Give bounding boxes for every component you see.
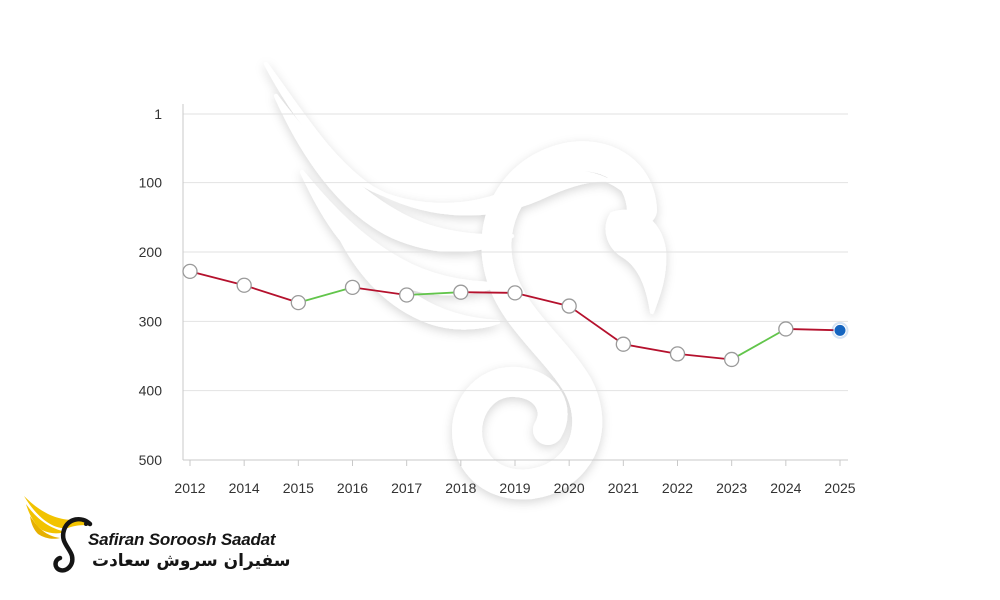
x-tick-label: 2019	[499, 480, 530, 496]
line-segment-declining	[243, 284, 300, 304]
data-point[interactable]	[399, 287, 415, 303]
x-tick-label: 2023	[716, 480, 747, 496]
line-segment-improving	[297, 286, 354, 304]
line-segment-declining	[784, 328, 841, 332]
grid-lines	[183, 113, 848, 392]
y-tick-label: 100	[139, 175, 163, 191]
company-logo: Safiran Soroosh Saadat سفیران سروش سعادت	[22, 494, 292, 576]
line-segment-declining	[514, 291, 571, 307]
line-segment-improving	[405, 291, 462, 296]
x-tick-label: 2015	[283, 480, 314, 496]
data-point[interactable]	[669, 346, 686, 362]
data-point[interactable]	[453, 284, 469, 300]
y-tick-label: 300	[139, 313, 163, 329]
line-segment-declining	[622, 343, 679, 355]
data-points	[182, 263, 849, 368]
line-segment-declining	[351, 286, 408, 296]
y-axis-ticks: 1 100 200 300 400 500	[139, 106, 163, 468]
x-tick-label: 2016	[337, 480, 368, 496]
x-axis-ticks: 2012 2014 2015 2016 2017 2018 2019 2020 2021 2022…	[174, 460, 856, 496]
y-tick-label: 500	[139, 452, 163, 468]
data-point[interactable]	[290, 294, 306, 311]
y-tick-label: 1	[154, 106, 162, 122]
data-point[interactable]	[615, 336, 631, 352]
x-tick-label: 2012	[174, 480, 205, 496]
data-point[interactable]	[507, 285, 523, 301]
x-tick-label: 2022	[662, 480, 693, 496]
data-point[interactable]	[724, 351, 740, 368]
line-segment-declining	[676, 353, 733, 361]
data-point[interactable]	[236, 277, 252, 293]
x-tick-label: 2018	[445, 480, 476, 496]
x-tick-label: 2021	[608, 480, 639, 496]
logo-text-english: Safiran Soroosh Saadat	[88, 530, 276, 549]
line-segment-declining	[189, 270, 246, 287]
data-point[interactable]	[561, 298, 577, 314]
x-tick-label: 2020	[554, 480, 585, 496]
data-point-current[interactable]	[833, 323, 847, 337]
bird-watermark-icon	[264, 62, 667, 500]
x-tick-label: 2025	[824, 480, 855, 496]
x-tick-label: 2024	[770, 480, 801, 496]
golden-bird-logo-icon	[24, 496, 93, 573]
y-tick-label: 200	[139, 244, 163, 260]
data-point[interactable]	[778, 321, 794, 337]
x-tick-label: 2014	[229, 480, 260, 496]
line-segment-declining	[459, 291, 516, 294]
y-tick-label: 400	[139, 383, 163, 399]
line-segments	[189, 270, 841, 361]
x-tick-label: 2017	[391, 480, 422, 496]
line-segment-improving	[730, 328, 787, 361]
logo-text-persian: سفیران سروش سعادت	[92, 551, 291, 571]
data-point[interactable]	[344, 279, 361, 295]
line-segment-declining	[568, 305, 625, 346]
data-point[interactable]	[182, 263, 198, 280]
